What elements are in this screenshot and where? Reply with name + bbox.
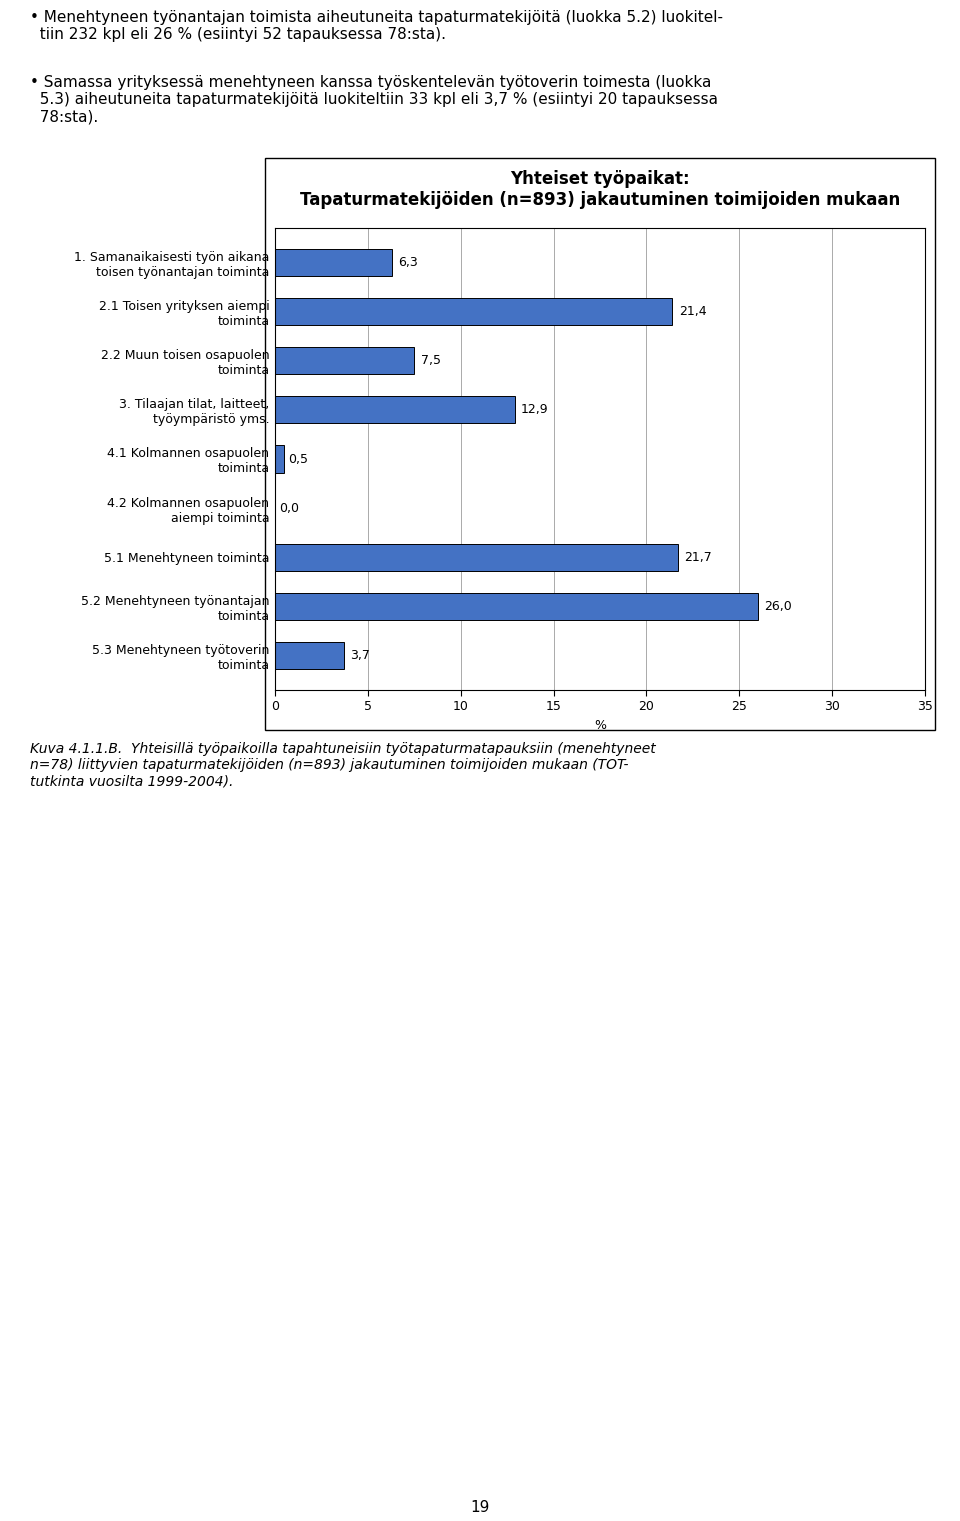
Text: 19: 19 [470,1500,490,1515]
Bar [275,347,415,374]
Text: 7,5: 7,5 [420,354,441,367]
Text: 3,7: 3,7 [350,649,371,662]
Bar [275,642,344,669]
Text: 0,0: 0,0 [278,502,299,514]
Text: 12,9: 12,9 [521,403,549,417]
Text: 21,7: 21,7 [684,551,712,564]
Bar [275,543,678,570]
Text: 21,4: 21,4 [679,306,707,318]
Text: 0,5: 0,5 [288,453,308,465]
Text: • Menehtyneen työnantajan toimista aiheutuneita tapaturmatekijöitä (luokka 5.2) : • Menehtyneen työnantajan toimista aiheu… [30,11,723,43]
Bar [275,446,284,473]
Bar [275,249,392,275]
X-axis label: %: % [594,719,606,732]
Text: 26,0: 26,0 [764,599,792,613]
Bar [275,397,515,423]
Text: Kuva 4.1.1.B.  Yhteisillä työpaikoilla tapahtuneisiin työtapaturmatapauksiin (me: Kuva 4.1.1.B. Yhteisillä työpaikoilla ta… [30,742,656,788]
Text: • Samassa yrityksessä menehtyneen kanssa työskentelevän työtoverin toimesta (luo: • Samassa yrityksessä menehtyneen kanssa… [30,75,718,125]
Bar [275,593,757,621]
Text: Yhteiset työpaikat:
Tapaturmatekijöiden (n=893) jakautuminen toimijoiden mukaan: Yhteiset työpaikat: Tapaturmatekijöiden … [300,170,900,208]
Text: 6,3: 6,3 [398,256,419,269]
Bar [275,298,672,325]
